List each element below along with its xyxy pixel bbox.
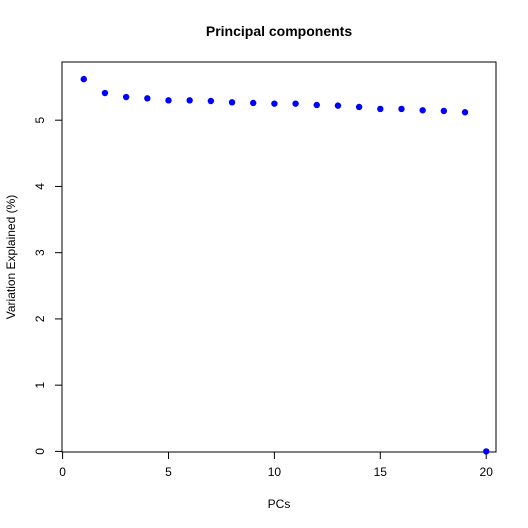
y-axis-label: Variation Explained (%)	[4, 195, 18, 320]
data-point	[207, 97, 215, 105]
data-point	[271, 100, 278, 107]
x-tick-label: 15	[374, 465, 388, 479]
y-tick-label: 4	[33, 183, 47, 190]
y-tick-label: 1	[33, 382, 47, 389]
data-point	[398, 105, 405, 113]
x-tick-label: 20	[480, 465, 494, 479]
data-point	[313, 101, 320, 109]
plot-frame	[61, 61, 497, 453]
data-point	[101, 89, 109, 97]
y-axis: 0 1 2 3 4 5	[33, 117, 63, 455]
data-point	[461, 109, 469, 116]
x-axis-label: PCs	[268, 497, 291, 511]
x-tick-label: 5	[165, 465, 172, 479]
data-point	[122, 93, 130, 101]
data-point	[419, 107, 426, 114]
y-tick-label: 5	[33, 117, 47, 124]
data-point	[483, 448, 490, 455]
data-point	[250, 99, 257, 107]
chart-title: Principal components	[206, 23, 352, 39]
x-axis: 0 5 10 15 20	[59, 451, 494, 479]
data-point	[228, 99, 236, 106]
data-point	[80, 75, 87, 83]
x-tick-label: 0	[59, 465, 66, 479]
y-tick-label: 0	[33, 448, 47, 455]
data-point	[355, 103, 363, 111]
data-point	[440, 107, 448, 115]
data-point	[377, 105, 384, 113]
data-point	[186, 97, 193, 104]
y-tick-label: 3	[33, 249, 47, 256]
data-point	[165, 97, 172, 104]
data-points	[80, 75, 490, 455]
x-tick-label: 10	[268, 465, 282, 479]
data-point	[292, 100, 299, 107]
data-point	[334, 102, 342, 109]
data-point	[144, 95, 151, 102]
y-tick-label: 2	[33, 315, 47, 322]
